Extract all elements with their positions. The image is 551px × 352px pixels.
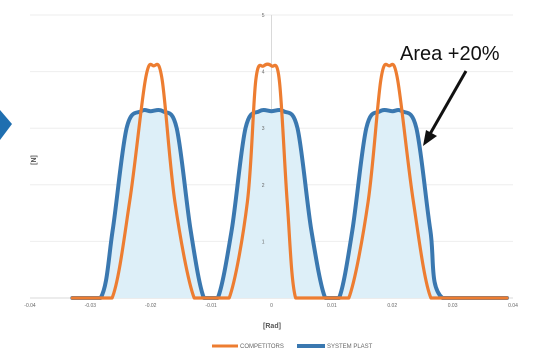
area-annotation: Area +20% [400, 43, 500, 65]
x-tick-label: 0.03 [448, 303, 458, 309]
x-tick-label: -0.02 [145, 303, 157, 309]
y-axis-label: [N] [31, 155, 38, 165]
x-tick-label: -0.03 [85, 303, 97, 309]
y-tick-label: 1 [262, 239, 265, 245]
left-edge-marker [0, 110, 12, 140]
legend-label-competitors: COMPETITORS [240, 344, 284, 350]
x-tick-label: -0.04 [24, 303, 36, 309]
x-tick-label: -0.01 [205, 303, 217, 309]
annotation-arrow [423, 70, 468, 146]
x-tick-label: 0.01 [327, 303, 337, 309]
y-tick-label: 2 [262, 183, 265, 189]
y-tick-label: 5 [262, 13, 265, 19]
y-tick-label: 3 [262, 126, 265, 132]
legend: COMPETITORS SYSTEM PLAST [212, 344, 373, 350]
x-tick-label: 0.04 [508, 303, 518, 309]
series-line-system-plast [70, 107, 509, 300]
x-axis-label: [Rad] [263, 323, 281, 330]
x-tick-labels: -0.04 -0.03 -0.02 -0.01 0 0.01 0.02 0.03 0.04 [24, 303, 518, 309]
series-line-competitors [70, 62, 509, 300]
series-lines [70, 62, 509, 300]
legend-label-system-plast: SYSTEM PLAST [327, 344, 373, 350]
x-tick-label: 0.02 [387, 303, 397, 309]
x-tick-label: 0 [270, 303, 273, 309]
y-tick-labels: 1 2 3 4 5 [262, 13, 265, 245]
y-tick-label: 4 [262, 70, 265, 76]
